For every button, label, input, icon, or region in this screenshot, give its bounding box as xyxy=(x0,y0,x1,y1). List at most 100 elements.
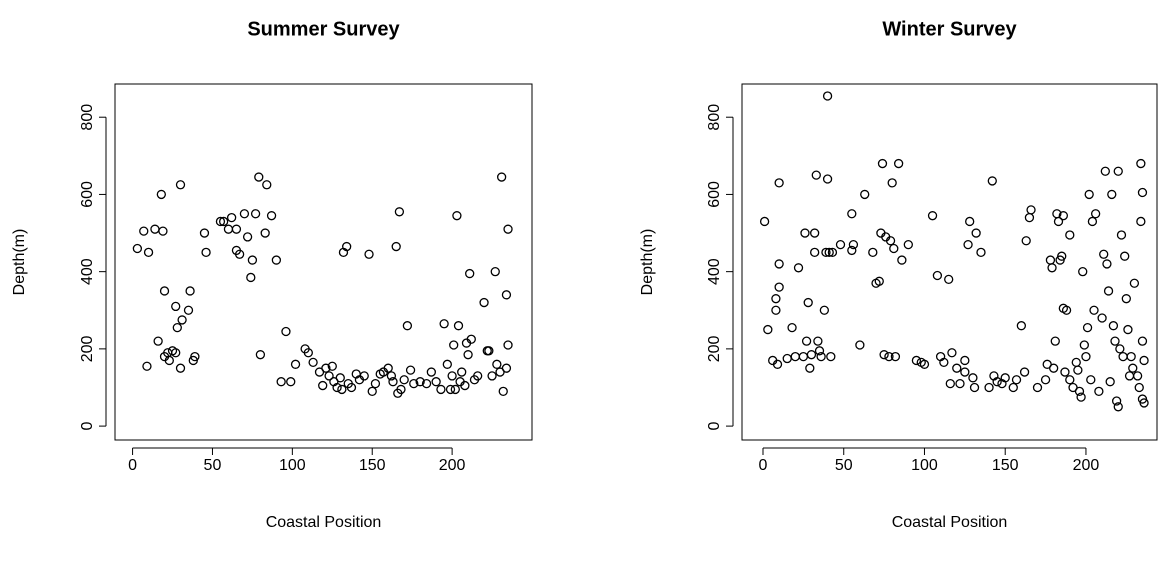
point xyxy=(276,377,286,387)
point xyxy=(426,367,436,377)
point xyxy=(460,380,470,391)
point xyxy=(254,172,264,182)
point xyxy=(175,363,186,373)
point xyxy=(847,209,857,219)
x-axis-label: Coastal Position xyxy=(892,514,1008,531)
point xyxy=(1079,340,1089,350)
point xyxy=(1097,313,1107,323)
x-tick-label: 100 xyxy=(911,457,938,474)
point xyxy=(405,365,416,375)
point xyxy=(947,348,957,358)
y-tick-label: 800 xyxy=(706,104,723,131)
point xyxy=(231,224,242,234)
point xyxy=(466,334,476,344)
point xyxy=(877,158,888,169)
point xyxy=(1071,357,1081,368)
point xyxy=(234,249,245,259)
point xyxy=(927,211,938,221)
point xyxy=(327,361,337,371)
point xyxy=(1139,398,1149,408)
point xyxy=(835,239,846,250)
point xyxy=(465,268,475,279)
point xyxy=(1040,375,1051,385)
point xyxy=(992,377,1002,387)
point xyxy=(1123,324,1133,335)
point xyxy=(332,382,342,393)
point xyxy=(158,226,168,236)
point xyxy=(172,322,182,333)
point xyxy=(960,367,970,377)
point xyxy=(879,350,889,360)
chart-title: Winter Survey xyxy=(882,18,1017,40)
point xyxy=(1032,382,1043,393)
point xyxy=(889,243,899,254)
point xyxy=(431,377,441,387)
point xyxy=(960,355,970,366)
point xyxy=(968,373,978,383)
plot-box xyxy=(741,83,1158,441)
point xyxy=(848,239,859,250)
point xyxy=(498,386,508,396)
point xyxy=(1087,216,1098,227)
point xyxy=(346,382,357,393)
x-tick-label: 150 xyxy=(359,457,386,474)
point xyxy=(286,377,296,387)
point xyxy=(457,367,467,377)
point xyxy=(763,324,773,335)
x-tick-label: 50 xyxy=(204,457,222,474)
point xyxy=(171,301,181,312)
point xyxy=(1124,371,1135,381)
point xyxy=(153,336,163,346)
point xyxy=(897,255,907,265)
point xyxy=(262,180,272,190)
point xyxy=(359,371,369,381)
point xyxy=(402,321,413,331)
point xyxy=(1074,386,1085,396)
y-tick-label: 0 xyxy=(706,422,723,431)
point xyxy=(421,378,432,389)
point xyxy=(1113,402,1123,412)
point xyxy=(782,353,792,364)
point xyxy=(177,315,187,325)
point xyxy=(774,282,784,292)
y-tick-label: 400 xyxy=(79,258,96,285)
point xyxy=(1136,158,1146,169)
point xyxy=(1057,251,1067,261)
point xyxy=(1121,294,1131,304)
point xyxy=(963,239,973,250)
point xyxy=(260,228,270,238)
point xyxy=(772,359,783,369)
point xyxy=(884,351,894,362)
point xyxy=(201,247,211,257)
x-tick-label: 0 xyxy=(128,457,137,474)
point xyxy=(250,209,261,219)
point xyxy=(142,361,152,371)
point xyxy=(218,216,229,227)
point xyxy=(247,255,258,265)
point xyxy=(1021,236,1031,246)
point xyxy=(811,170,821,180)
point xyxy=(1016,321,1027,331)
point xyxy=(827,247,838,257)
point xyxy=(442,359,452,369)
point xyxy=(190,351,200,362)
point xyxy=(1065,230,1075,240)
point xyxy=(874,276,884,286)
point xyxy=(1137,336,1148,346)
point xyxy=(1086,375,1096,385)
point xyxy=(813,336,823,346)
point xyxy=(370,378,381,389)
point xyxy=(239,209,250,219)
point xyxy=(805,363,815,373)
point xyxy=(855,340,865,350)
y-tick-label: 400 xyxy=(706,258,723,285)
point xyxy=(847,245,857,256)
point xyxy=(774,178,784,188)
point xyxy=(893,158,904,169)
plot-box xyxy=(114,83,533,441)
point xyxy=(801,336,812,346)
point xyxy=(415,377,425,387)
y-tick-label: 800 xyxy=(79,104,96,131)
point xyxy=(150,224,160,234)
